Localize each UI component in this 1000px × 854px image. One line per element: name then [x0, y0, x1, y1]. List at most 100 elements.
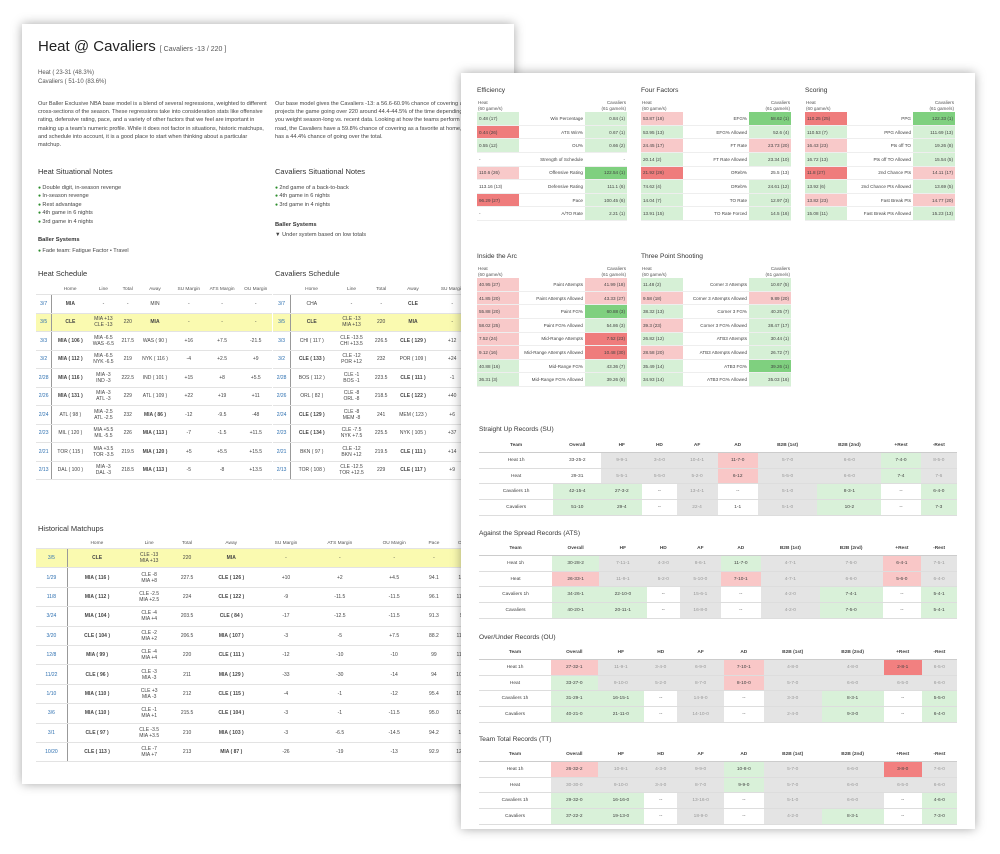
table-row: 20.14 (2) FT Rate Allowed 23.34 (10) — [641, 152, 791, 167]
table-cell: 6-6-0 — [921, 777, 957, 794]
table-cell: 3-4-0 — [642, 452, 677, 469]
table-cell: CLE -13 MIA +13 — [332, 313, 371, 332]
table-cell: Heat 1h — [479, 452, 554, 469]
column-header: +Rest — [883, 646, 922, 660]
table-cell: MIA ( 110 ) — [67, 703, 127, 724]
heat-value: 41.85 (20) — [477, 291, 519, 306]
table-cell: 4-2-0 — [761, 602, 820, 619]
table-cell: +8 — [204, 368, 240, 388]
stat-label: ATB3 Attempts Allowed — [683, 345, 749, 360]
table-row: 3/5 CLE MIA +13 CLE -13 220 MIA - - - — [36, 313, 272, 332]
column-header: HD — [644, 748, 678, 762]
table-cell: 2/21 — [273, 442, 292, 462]
table-cell: 3/7 — [273, 294, 292, 314]
table-cell: CLE — [290, 313, 333, 332]
column-header — [36, 538, 68, 549]
table-cell: -12 — [260, 645, 312, 666]
table-cell: DAL ( 100 ) — [51, 461, 89, 480]
column-header: Heat (60 game/s) — [642, 266, 667, 277]
table-cell: 92.9 — [420, 742, 448, 763]
table-row: 13.92 (6) 2nd Chance Pts Allowed 13.69 (5) — [805, 179, 955, 194]
table-cell: Heat 1h — [479, 555, 553, 572]
table-cell: -- — [642, 483, 677, 501]
table-cell: 6-6-0 — [921, 675, 957, 692]
column-header: ATS Margin — [311, 538, 368, 549]
table-cell: MIA +5.5 MIL -5.5 — [88, 424, 119, 443]
table-cell: 16-8-0 — [680, 602, 721, 619]
table-cell: MEM ( 123 ) — [391, 405, 435, 425]
column-header: Heat (60 game/s) — [642, 100, 667, 111]
table-row: Cavaliers 40-20-1 20-11-1 -- 16-8-0 -- 4-2-0 7-… — [479, 602, 957, 619]
table-cell: 5-1-0 — [763, 792, 822, 810]
column-header: Overall — [553, 439, 602, 453]
column-header: Away — [137, 284, 173, 295]
stat-label: Corner 3 FG% — [683, 304, 749, 319]
table-cell: CLE ( 111 ) — [391, 368, 435, 388]
table-cell: 26-33-1 — [552, 571, 600, 588]
table-cell: 7-3 — [920, 499, 957, 516]
table-cell: MIA ( 129 ) — [202, 664, 261, 685]
table-cell: Heat — [479, 468, 554, 485]
column-header — [683, 265, 749, 278]
table-row: Heat 1h 27-32-1 11-9-1 3-4-0 6-9-0 7-10-1 4-8-… — [479, 659, 957, 676]
table-cell: 21-11-0 — [597, 706, 645, 723]
table-cell: - — [370, 294, 392, 314]
table-cell: CLE +3 MIA -3 — [126, 684, 172, 705]
table-cell: -11.5 — [367, 587, 421, 608]
table-cell: 5-5-0 — [642, 468, 677, 485]
table-cell: 232 — [118, 405, 138, 425]
table-row: 11.8 (27) 2nd Chance Pts 14.11 (17) — [805, 166, 955, 181]
table-cell: 2/13 — [273, 461, 292, 480]
column-header: Cavaliers (61 game/s) — [765, 100, 790, 111]
inside-arc-table: Heat (60 game/s) Cavaliers (61 game/s) 40.95… — [477, 265, 627, 387]
column-header: Line — [88, 284, 119, 295]
table-cell: - — [88, 294, 119, 314]
table-cell: +7.5 — [204, 331, 240, 351]
table-cell: MIA ( 112 ) — [51, 350, 89, 369]
column-header: SU Margin — [260, 538, 312, 549]
table-cell: 7-5-0 — [819, 555, 883, 572]
heat-record: Heat ( 23-31 (48.3%) — [38, 70, 95, 76]
table-cell: - — [332, 294, 371, 314]
table-cell: 6-5-0 — [883, 777, 922, 794]
table-cell: 10/20 — [36, 742, 68, 763]
column-header: -Rest — [921, 646, 957, 660]
table-cell: 8-5-0 — [920, 452, 957, 469]
table-row: 1/10 MIA ( 110 ) CLE +3 MIA -3 212 CLE ( 115 … — [36, 684, 508, 705]
table-cell: MIA ( 120 ) — [137, 442, 173, 462]
column-header — [36, 284, 52, 295]
column-header: Total — [171, 538, 203, 549]
table-cell: 6-4-1 — [882, 555, 922, 572]
table-row: 41.85 (20) Paint Attempts Allowed 43.33 (2… — [477, 291, 627, 306]
table-cell: MIA +13 CLE -13 — [88, 313, 119, 332]
table-cell: 7-4-1 — [819, 586, 883, 604]
stat-label: EFG% — [683, 112, 749, 126]
table-row: 2/26 MIA ( 131 ) MIA -3 ATL -3 229 ATL ( 109 … — [36, 387, 272, 406]
stat-label: Paint FG% — [519, 304, 585, 319]
table-cell: CLE -7.5 NYK +7.5 — [332, 424, 371, 443]
list-item: 3rd game in 4 nights — [275, 201, 349, 209]
table-cell: 5-1-0 — [757, 499, 818, 516]
table-cell: -19 — [311, 742, 368, 763]
ats-records-table: Team Overall HF HD AF AD B2B (1st) B2B (2nd) +Re… — [479, 542, 957, 619]
cavs-value: 0.84 (1) — [585, 112, 627, 126]
table-cell: Cavaliers — [479, 706, 551, 723]
table-cell: 2/28 — [36, 368, 53, 388]
table-row: 0.44 (26) ATS Win% 0.67 (1) — [477, 125, 627, 140]
table-cell: 226 — [118, 424, 138, 443]
table-row: 7.52 (24) Mid-Range Attempts 7.52 (23) — [477, 332, 627, 347]
table-cell: -12 — [367, 684, 421, 705]
table-cell: CLE -12.5 TOR +12.5 — [332, 461, 371, 480]
table-cell: 3-4-0 — [644, 777, 678, 794]
table-cell: CLE -13.5 CHI +13.5 — [332, 331, 371, 351]
column-header: Total — [370, 284, 392, 295]
cavs-value: 30.44 (1) — [749, 332, 791, 347]
table-cell: 219.5 — [370, 442, 392, 462]
stat-label: Mid-Range FG% — [519, 359, 585, 374]
table-cell: MIA -3 IND -3 — [88, 368, 119, 388]
table-cell: 3/3 — [36, 331, 53, 351]
table-cell: -14.5 — [367, 723, 421, 743]
table-header-row: Home Line Total Away SU Margin ATS Margin OU M… — [36, 538, 508, 549]
table-row: 110.25 (25) PPG 122.33 (1) — [805, 112, 955, 126]
table-cell: 11-7-0 — [720, 555, 761, 572]
